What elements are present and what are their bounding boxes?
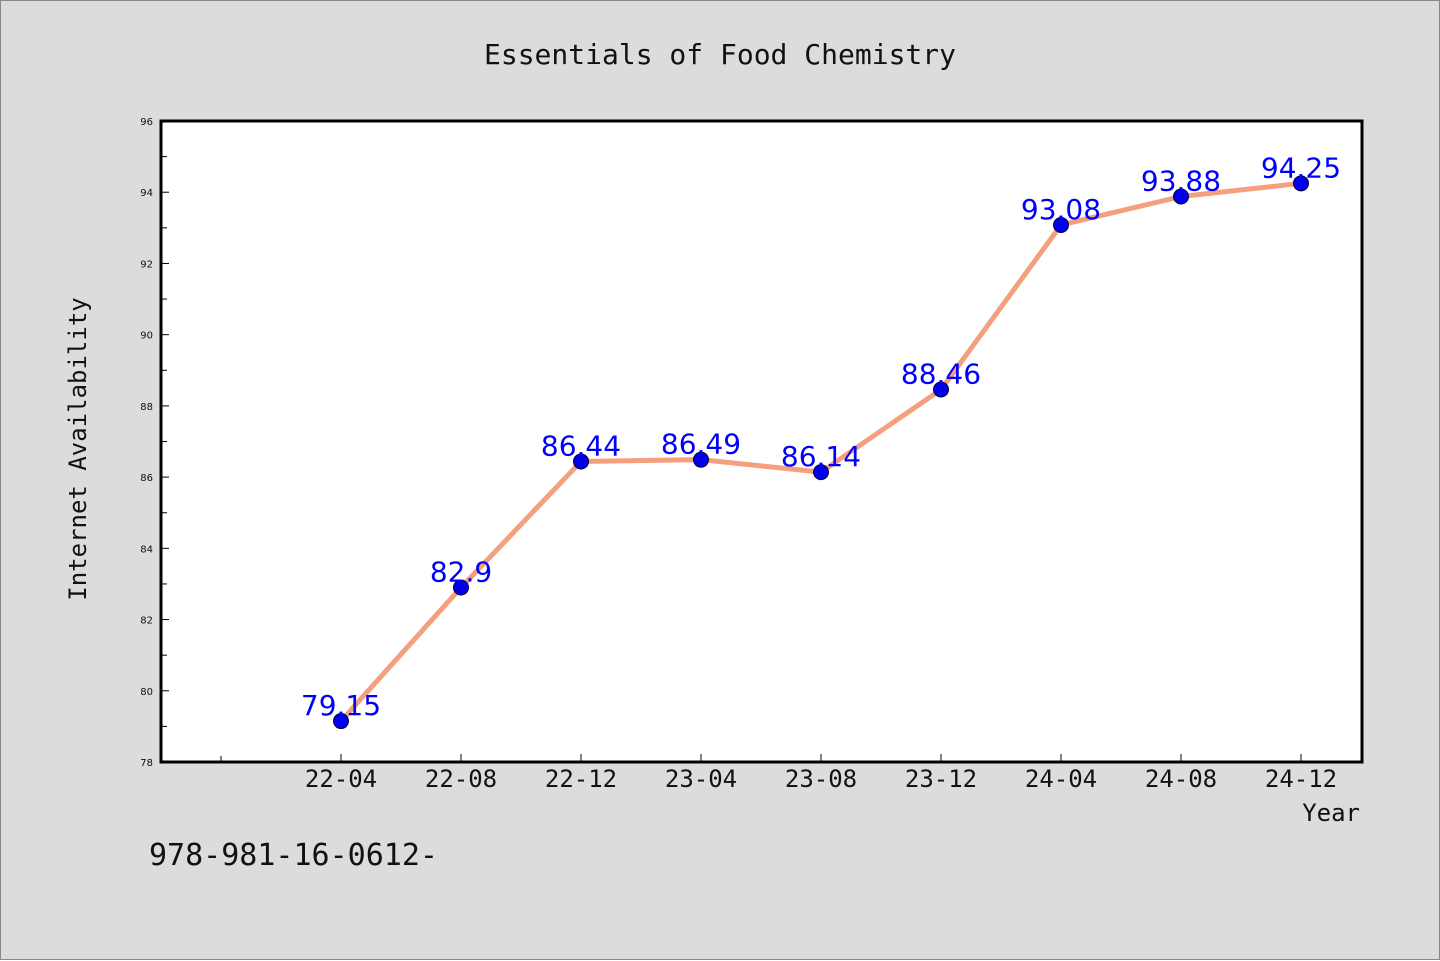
data-label: 93.88	[1141, 164, 1221, 197]
data-label: 86.49	[661, 428, 741, 461]
data-point	[333, 713, 349, 730]
x-tick-label: 22-04	[305, 765, 377, 793]
data-label: 88.46	[901, 358, 981, 391]
data-point	[813, 464, 829, 481]
x-tick-label: 24-12	[1265, 765, 1337, 793]
y-tick-label: 96	[140, 117, 153, 128]
x-tick-label: 24-08	[1145, 765, 1217, 793]
data-label: 94.25	[1261, 151, 1341, 184]
data-label: 82.9	[430, 556, 492, 589]
y-tick-label: 88	[140, 402, 153, 413]
y-tick-label: 90	[140, 331, 153, 342]
data-label: 86.44	[541, 429, 621, 462]
plot-frame	[159, 119, 1364, 764]
data-label: 93.08	[1021, 193, 1101, 226]
data-point	[1293, 175, 1309, 192]
data-point	[1053, 216, 1069, 233]
y-axis-label: Internet Availability	[64, 297, 92, 600]
footer-code: 978-981-16-0612-	[149, 838, 438, 873]
x-tick-label: 23-04	[665, 765, 737, 793]
y-tick-label: 78	[140, 758, 153, 769]
plot-area	[161, 121, 1362, 762]
y-tick-label: 80	[140, 687, 153, 698]
chart-title: Essentials of Food Chemistry	[484, 38, 956, 71]
x-tick-label: 23-08	[785, 765, 857, 793]
x-tick-label: 22-08	[425, 765, 497, 793]
data-point	[933, 381, 949, 398]
y-tick-label: 84	[140, 544, 153, 555]
data-label: 79.15	[301, 689, 381, 722]
data-point	[573, 453, 589, 470]
data-label: 86.14	[781, 440, 861, 473]
y-tick-label: 86	[140, 473, 153, 484]
x-tick-label: 22-12	[545, 765, 617, 793]
data-point	[1173, 188, 1189, 205]
data-label-layer: 79.15 82.9 86.44 86.49 86.14 88.46 93.08 93.88 9…	[301, 151, 1341, 722]
x-axis: 22-04 22-08 22-12 23-04 23-08 23-12 24-04 24-08…	[220, 754, 1337, 793]
y-tick-label: 92	[140, 259, 153, 270]
x-axis-label: Year	[1302, 799, 1360, 827]
x-tick-label: 24-04	[1025, 765, 1097, 793]
x-tick-label: 23-12	[905, 765, 977, 793]
y-tick-label: 82	[140, 616, 153, 627]
data-point	[453, 579, 469, 596]
data-point	[693, 451, 709, 468]
series-layer	[333, 175, 1309, 730]
y-tick-label: 94	[140, 188, 153, 199]
